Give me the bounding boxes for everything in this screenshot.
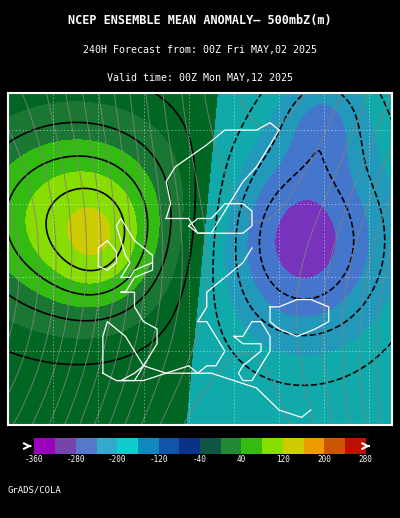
Text: 120: 120 xyxy=(276,455,290,464)
Bar xyxy=(55,438,76,454)
Text: -360: -360 xyxy=(25,455,44,464)
Bar xyxy=(96,438,117,454)
Bar xyxy=(138,438,158,454)
Bar xyxy=(158,438,179,454)
Bar xyxy=(200,438,221,454)
Bar xyxy=(76,438,96,454)
Text: -280: -280 xyxy=(66,455,85,464)
Bar xyxy=(324,438,345,454)
Bar xyxy=(345,438,366,454)
Bar xyxy=(242,438,262,454)
Text: -40: -40 xyxy=(193,455,207,464)
Bar xyxy=(34,438,55,454)
Bar xyxy=(221,438,241,454)
Text: Valid time: 00Z Mon MAY,12 2025: Valid time: 00Z Mon MAY,12 2025 xyxy=(107,73,293,83)
Bar xyxy=(283,438,304,454)
Bar xyxy=(117,438,138,454)
Bar xyxy=(304,438,324,454)
Text: 240H Forecast from: 00Z Fri MAY,02 2025: 240H Forecast from: 00Z Fri MAY,02 2025 xyxy=(83,45,317,55)
Text: -120: -120 xyxy=(149,455,168,464)
Text: 200: 200 xyxy=(317,455,331,464)
Text: 280: 280 xyxy=(359,455,372,464)
Text: -200: -200 xyxy=(108,455,126,464)
Text: 40: 40 xyxy=(237,455,246,464)
Bar xyxy=(179,438,200,454)
Text: GrADS/COLA: GrADS/COLA xyxy=(8,485,62,495)
Text: NCEP ENSEMBLE MEAN ANOMALY– 500mbZ(m): NCEP ENSEMBLE MEAN ANOMALY– 500mbZ(m) xyxy=(68,14,332,27)
Bar xyxy=(262,438,283,454)
